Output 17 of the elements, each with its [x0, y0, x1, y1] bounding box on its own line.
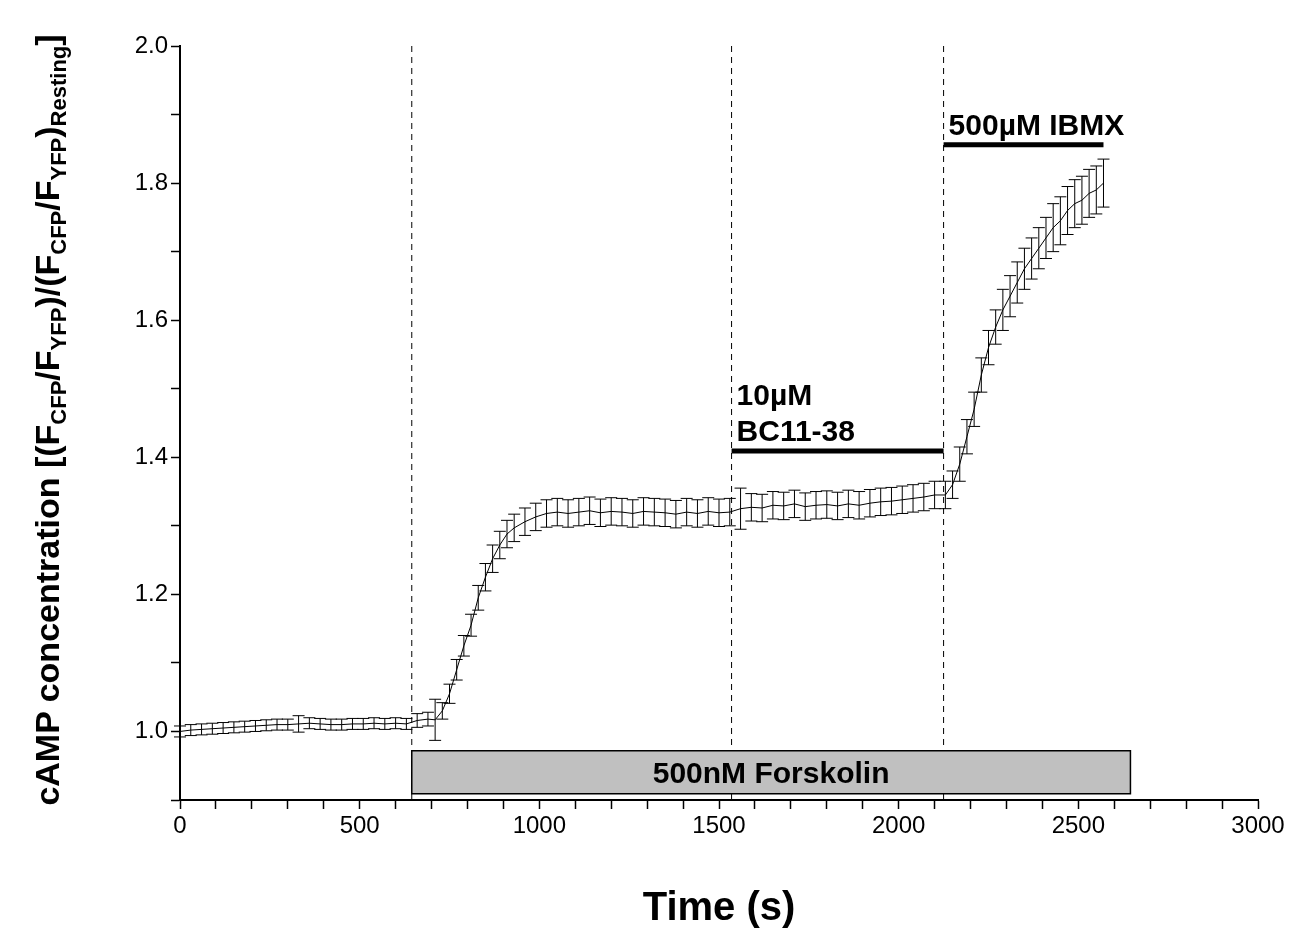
- x-tick-label: 3000: [1231, 811, 1285, 839]
- band-label: 500nM Forskolin: [652, 755, 890, 789]
- x-tick-label: 500: [339, 811, 380, 839]
- y-tick-label: 1.4: [134, 441, 168, 469]
- y-tick-label: 1.2: [134, 578, 168, 606]
- x-tick-label: 1500: [692, 811, 746, 839]
- y-tick-label: 1.0: [134, 716, 168, 744]
- x-axis-title: Time (s): [642, 884, 796, 929]
- x-tick-label: 0: [173, 811, 187, 839]
- y-tick-label: 1.6: [134, 304, 168, 332]
- y-tick-label: 1.8: [134, 167, 168, 195]
- x-tick-label: 1000: [512, 811, 567, 839]
- x-tick-label: 2000: [871, 811, 926, 839]
- y-tick-label: 2.0: [134, 30, 168, 58]
- annotation: 10µM BC11-38: [736, 378, 855, 448]
- x-tick-label: 2500: [1051, 811, 1106, 839]
- annotation: 500µM IBMX: [948, 107, 1125, 141]
